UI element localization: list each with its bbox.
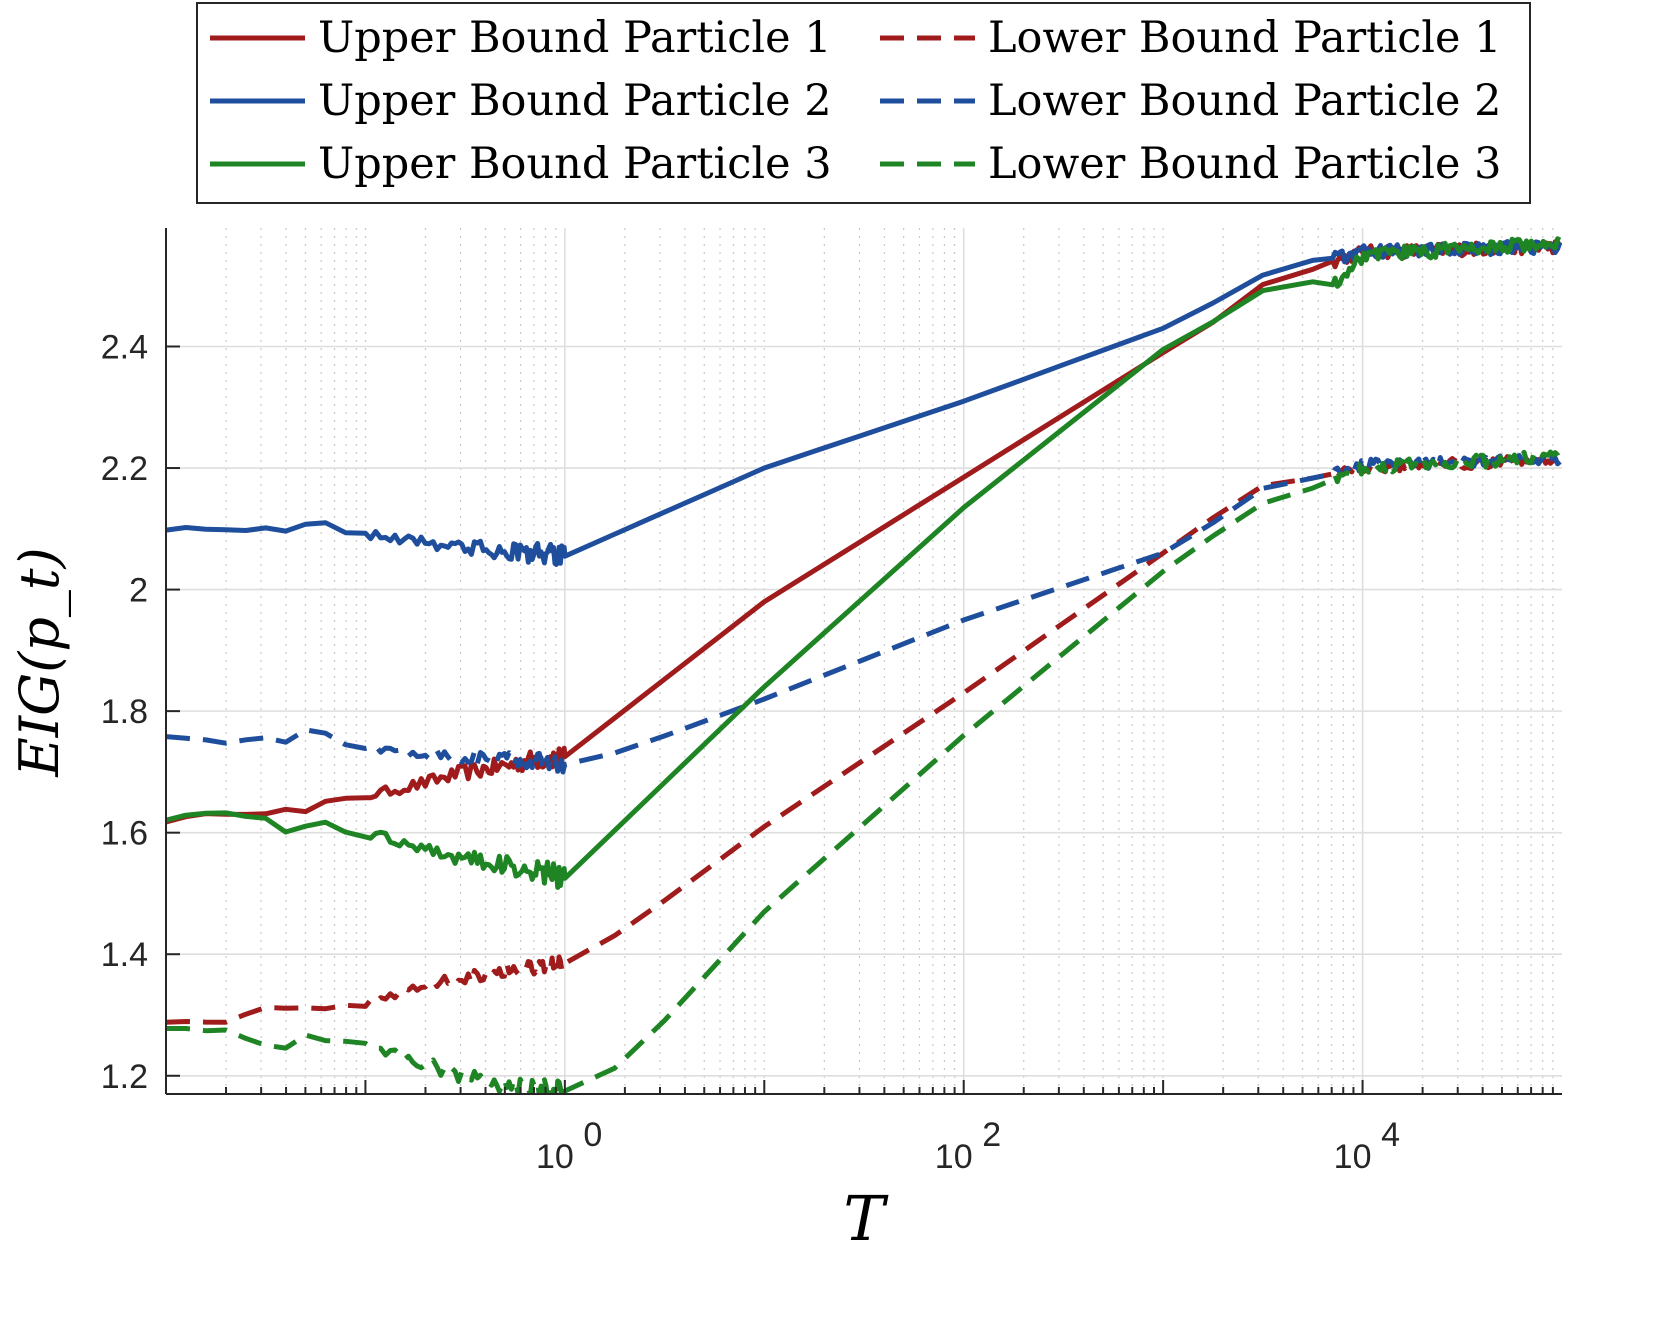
legend-box <box>196 2 1531 204</box>
y-tick-label: 2.4 <box>101 329 148 367</box>
series-line-5 <box>166 236 1562 890</box>
y-tick-labels: 1.2 1.4 1.6 1.8 2 2.2 2.4 <box>101 329 148 1096</box>
legend-label-6: Lower Bound Particle 3 <box>988 139 1502 189</box>
x-tick-label: 10 <box>1334 1138 1372 1176</box>
series-group <box>166 236 1562 1094</box>
y-tick-label: 1.2 <box>101 1058 148 1096</box>
legend-label-1: Upper Bound Particle 1 <box>318 13 832 63</box>
legend: Upper Bound Particle 1 Upper Bound Partic… <box>196 2 1531 204</box>
x-tick-label: 10 <box>536 1138 574 1176</box>
series-line-6 <box>166 449 1562 1094</box>
axes <box>165 228 1562 1095</box>
y-tick-label: 2.2 <box>101 450 148 488</box>
y-tick-label: 1.6 <box>101 815 148 853</box>
y-tick-label: 2 <box>129 572 148 610</box>
grid-minor <box>225 228 1554 1094</box>
legend-label-4: Lower Bound Particle 2 <box>988 76 1502 126</box>
x-tick-exponent: 0 <box>583 1116 602 1154</box>
x-tick-label: 10 <box>935 1138 973 1176</box>
x-tick-exponent: 2 <box>982 1116 1001 1154</box>
series-line-1 <box>166 238 1562 825</box>
y-axis-label: EIG(p_t) <box>8 547 71 777</box>
legend-label-2: Lower Bound Particle 1 <box>988 13 1502 63</box>
legend-label-3: Upper Bound Particle 2 <box>318 76 832 126</box>
grid-major <box>165 228 1562 1094</box>
series-line-2 <box>166 453 1562 1025</box>
legend-label-5: Upper Bound Particle 3 <box>318 139 832 189</box>
x-axis-label: T <box>843 1182 889 1255</box>
y-tick-label: 1.4 <box>101 936 148 974</box>
y-tick-label: 1.8 <box>101 693 148 731</box>
x-tick-exponent: 4 <box>1381 1116 1400 1154</box>
